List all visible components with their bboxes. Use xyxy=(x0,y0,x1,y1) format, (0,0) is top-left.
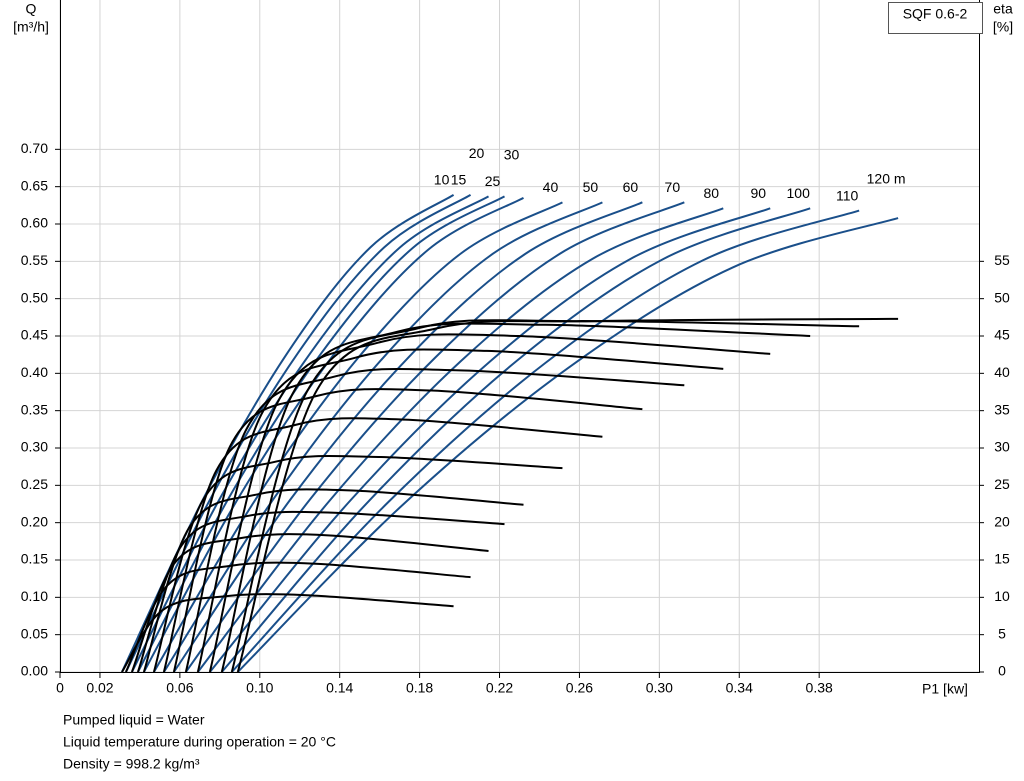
efficiency-curve xyxy=(236,317,899,673)
curve-label: 110 xyxy=(836,187,859,203)
curve-label: 10 xyxy=(434,172,450,188)
efficiency-curve xyxy=(130,533,489,673)
x-tick-label: 0 xyxy=(56,680,64,696)
curve-label: 70 xyxy=(665,179,681,195)
y2-tick-label: 50 xyxy=(994,289,1010,305)
x-tick-label: 0.38 xyxy=(806,680,833,696)
flow-curve xyxy=(163,201,603,673)
x-tick-label: 0.02 xyxy=(86,680,113,696)
x-tick-label: 0.30 xyxy=(646,680,673,696)
curve-label: 40 xyxy=(543,179,559,195)
x-tick-label: 0.10 xyxy=(246,680,273,696)
y-tick-label: 0.35 xyxy=(21,401,48,417)
flow-curve xyxy=(185,201,685,673)
curve-label: 120 m xyxy=(867,171,906,187)
y2-axis-label: eta xyxy=(993,1,1013,17)
curve-label: 20 xyxy=(469,145,485,161)
y-tick-label: 0.40 xyxy=(21,364,48,380)
y2-tick-label: 20 xyxy=(994,513,1010,529)
curve-label: 60 xyxy=(623,179,639,195)
x-tick-label: 0.26 xyxy=(566,680,593,696)
y2-tick-label: 35 xyxy=(994,401,1010,417)
y-tick-label: 0.20 xyxy=(21,513,48,529)
y2-tick-label: 25 xyxy=(994,476,1010,492)
note: Density = 998.2 kg/m³ xyxy=(63,756,200,772)
efficiency-curve xyxy=(208,333,771,673)
efficiency-curve xyxy=(162,417,603,673)
y2-axis-unit: [%] xyxy=(993,19,1013,35)
chart-title: SQF 0.6-2 xyxy=(903,6,968,22)
y2-tick-label: 55 xyxy=(994,252,1010,268)
y-tick-label: 0.05 xyxy=(21,625,48,641)
efficiency-curve xyxy=(196,348,724,673)
y-axis-label: Q xyxy=(26,1,37,17)
y-tick-label: 0.65 xyxy=(21,177,48,193)
x-axis-label: P1 [kw] xyxy=(922,681,968,697)
efficiency-curve xyxy=(184,367,685,673)
curve-label: 100 xyxy=(787,185,811,201)
y-axis-unit: [m³/h] xyxy=(13,19,49,35)
y2-tick-label: 10 xyxy=(994,588,1010,604)
y2-tick-label: 30 xyxy=(994,439,1010,455)
curve-label: 15 xyxy=(451,172,467,188)
y-tick-label: 0.15 xyxy=(21,551,48,567)
curve-label: 90 xyxy=(750,185,766,201)
y-tick-label: 0.30 xyxy=(21,439,48,455)
flow-curve xyxy=(153,201,563,673)
note: Pumped liquid = Water xyxy=(63,712,205,728)
y2-tick-label: 45 xyxy=(994,327,1010,343)
x-tick-label: 0.18 xyxy=(406,680,433,696)
y2-tick-label: 15 xyxy=(994,551,1010,567)
flow-curve xyxy=(173,201,643,673)
x-tick-label: 0.22 xyxy=(486,680,513,696)
y2-tick-label: 5 xyxy=(998,625,1006,641)
flow-curve xyxy=(231,209,860,673)
curve-label: 50 xyxy=(583,179,599,195)
flow-curve xyxy=(237,217,899,673)
efficiency-curve xyxy=(230,319,860,673)
y-tick-label: 0.10 xyxy=(21,588,48,604)
y2-tick-label: 0 xyxy=(998,663,1006,679)
efficiency-curve xyxy=(152,454,563,673)
y-tick-label: 0.55 xyxy=(21,252,48,268)
note: Liquid temperature during operation = 20… xyxy=(63,734,336,750)
curves xyxy=(121,194,899,673)
y2-tick-label: 40 xyxy=(994,364,1010,380)
y-tick-label: 0.45 xyxy=(21,327,48,343)
y-tick-label: 0.25 xyxy=(21,476,48,492)
y-tick-label: 0.00 xyxy=(21,663,48,679)
efficiency-curve xyxy=(142,488,524,673)
flow-curve xyxy=(125,194,472,673)
curve-label: 25 xyxy=(485,173,501,189)
x-tick-label: 0.34 xyxy=(726,680,753,696)
y-tick-label: 0.60 xyxy=(21,215,48,231)
grid xyxy=(59,0,979,673)
flow-curve xyxy=(221,207,811,673)
flow-curve xyxy=(131,195,490,673)
x-tick-label: 0.06 xyxy=(166,680,193,696)
curve-label: 80 xyxy=(703,185,719,201)
curve-label: 30 xyxy=(504,147,520,163)
flow-curve xyxy=(209,207,771,673)
y-tick-label: 0.70 xyxy=(21,140,48,156)
y-tick-label: 0.50 xyxy=(21,289,48,305)
title-box xyxy=(888,2,983,34)
efficiency-curve xyxy=(136,510,505,673)
x-tick-label: 0.14 xyxy=(326,680,353,696)
